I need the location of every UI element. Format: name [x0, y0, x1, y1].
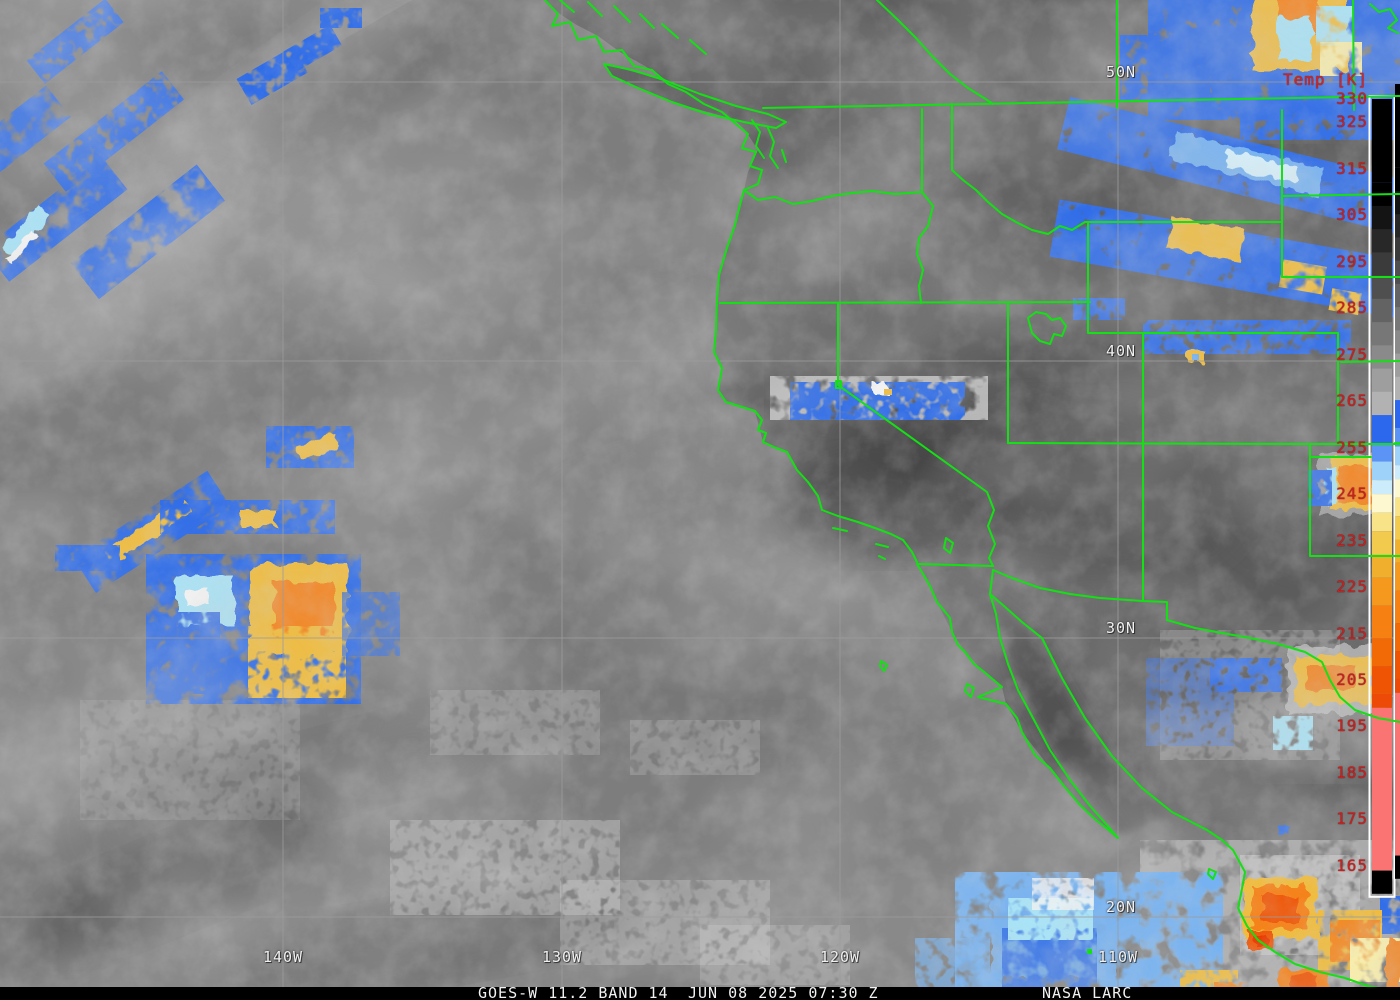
caption-credit: NASA LARC [1042, 984, 1133, 1000]
colorbar-segment-202-199K [1372, 693, 1392, 708]
baja-west-coast [916, 563, 1119, 839]
temp-tick-295: 295 [1336, 251, 1368, 271]
colorbar-segment-214-208K [1372, 638, 1392, 667]
rio-grande [1166, 619, 1400, 723]
caption-product: GOES-W 11.2 BAND 14 [478, 984, 669, 1000]
colorbar-segment-256-252K [1372, 442, 1392, 462]
lat-label-30N: 30N [1106, 619, 1137, 637]
temp-tick-215: 215 [1336, 623, 1368, 643]
colorbar-segment-262-256K [1372, 415, 1392, 443]
temp-tick-330: 330 [1336, 89, 1368, 108]
bc-coastline [544, 0, 763, 191]
colorbar-segment-330-312K [1372, 99, 1392, 183]
id-mt-border [951, 103, 1086, 235]
caption-datetime: JUN 08 2025 07:30 Z [688, 984, 879, 1000]
wyoming-borders [1084, 109, 1339, 334]
colorbar-title: Temp [K] [1282, 70, 1368, 89]
puget-sound [751, 119, 787, 169]
bc-alberta-border [876, 0, 994, 105]
colorbar-segment-232-227K [1372, 554, 1392, 578]
wa-or-border [743, 189, 923, 205]
geographic-borders [544, 0, 1400, 993]
dakota-borders [1281, 193, 1400, 363]
sf-bay [754, 410, 767, 443]
colorbar-segment-245-241K [1372, 494, 1392, 513]
ca-nv-border [837, 302, 996, 567]
temp-tick-235: 235 [1336, 530, 1368, 550]
temp-tick-265: 265 [1336, 391, 1368, 411]
caption-bar: GOES-W 11.2 BAND 14 JUN 08 2025 07:30 Z … [0, 984, 1400, 1000]
colorbar-segment-241-237K [1372, 512, 1392, 532]
lake-tahoe [835, 380, 842, 389]
colorbar-segment-208-202K [1372, 666, 1392, 694]
salton-sea [943, 537, 954, 554]
temp-tick-255: 255 [1336, 437, 1368, 457]
canada-prairie-borders [1116, 0, 1399, 111]
bc-fjords [559, 0, 707, 55]
lat-label-20N: 20N [1106, 898, 1137, 916]
lon-label-130W: 130W [541, 948, 583, 966]
temperature-colorbar [1368, 84, 1400, 898]
temp-tick-245: 245 [1336, 484, 1368, 504]
colorbar-segment-164-159K [1372, 870, 1392, 894]
or-id-border [916, 191, 934, 304]
socorro-island-marker [1087, 949, 1092, 954]
temp-tick-165: 165 [1336, 855, 1368, 875]
colorbar-segment-227-221K [1372, 577, 1392, 606]
temp-tick-325: 325 [1336, 112, 1368, 132]
vancouver-island [603, 63, 787, 129]
lat42-borders [719, 301, 1091, 304]
temp-tick-275: 275 [1336, 344, 1368, 364]
lat-label-40N: 40N [1106, 342, 1137, 360]
colorbar-segment-237-232K [1372, 531, 1392, 555]
lon-label-110W: 110W [1097, 948, 1139, 966]
islands [832, 527, 1217, 880]
colorbar-segment-199-164K [1372, 707, 1392, 871]
temp-tick-305: 305 [1336, 205, 1368, 225]
temp-tick-315: 315 [1336, 158, 1368, 178]
temp-tick-225: 225 [1336, 577, 1368, 597]
lat37-borders [1007, 442, 1400, 458]
colorbar-segment-221-214K [1372, 605, 1392, 639]
great-salt-lake [1027, 311, 1067, 345]
lon-label-120W: 120W [819, 948, 861, 966]
us-canada-border [762, 95, 1400, 109]
temp-tick-185: 185 [1336, 762, 1368, 782]
nm-tx-border [1309, 456, 1400, 557]
colorbar-segment-248-245K [1372, 480, 1392, 495]
temp-tick-175: 175 [1336, 809, 1368, 829]
temp-tick-285: 285 [1336, 298, 1368, 318]
mexico-mainland-coast [989, 593, 1400, 993]
lat-label-50N: 50N [1106, 63, 1137, 81]
lon-label-140W: 140W [262, 948, 304, 966]
temp-tick-195: 195 [1336, 716, 1368, 736]
colorbar-segment-252-248K [1372, 461, 1392, 481]
temp-tick-205: 205 [1336, 670, 1368, 689]
us-mexico-border [916, 563, 1168, 621]
baja-east-coast [989, 569, 1119, 839]
